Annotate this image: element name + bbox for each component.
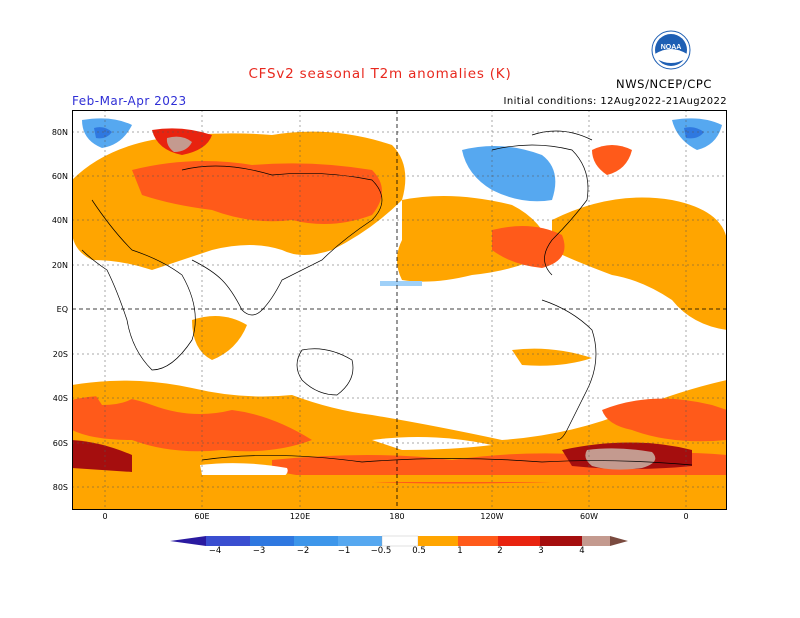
colorbar-label: 4 [579,546,585,556]
season-label: Feb-Mar-Apr 2023 [72,94,187,108]
lat-label: 80S [52,483,68,492]
lon-label: 60E [194,512,210,521]
lon-label: 120E [289,512,311,521]
lat-label: 60S [52,439,68,448]
lon-label: 120W [480,512,504,521]
lon-label: 0 [102,512,108,521]
anomaly-brown-south [585,448,656,470]
colorbar-label: 3 [538,546,544,556]
anomaly-blue-north [462,146,556,202]
agency-label: NWS/NCEP/CPC [616,77,713,91]
noaa-logo-icon: NOAA [651,30,691,70]
colorbar-label: −3 [252,546,266,556]
colorbar-label: −1 [337,546,351,556]
colorbar-label: 0.5 [412,546,426,556]
initial-conditions: Initial conditions: 12Aug2022-21Aug2022 [503,96,727,107]
gridlines [72,110,727,510]
colorbar-segment [418,536,458,546]
lat-label: 20N [51,261,68,270]
anomaly-darkred-south [72,440,132,472]
colorbar-segment [582,536,610,546]
colorbar-label: 1 [457,546,463,556]
coastlines [81,130,693,466]
anomaly-brown-north [166,136,192,152]
colorbar-segment [458,536,498,546]
anomaly-map [72,110,727,510]
colorbar-segment [381,535,419,547]
lon-label: 0 [683,512,689,521]
colorbar-label: −0.5 [370,546,392,556]
colorbar-segment [250,536,294,546]
colorbar-segment [540,536,582,546]
colorbar-segment [294,536,338,546]
logo-text: NOAA [661,44,682,51]
lat-label: 20S [52,350,68,359]
colorbar-segment [206,536,250,546]
lon-label: 60W [579,512,599,521]
colorbar-label: −4 [208,546,222,556]
lat-label: 40N [51,216,68,225]
colorbar-segment [610,536,628,546]
lat-label: 60N [51,172,68,181]
colorbar [170,535,628,547]
lon-label: 180 [389,512,405,521]
colorbar-segment [170,536,206,546]
lat-label: 40S [52,394,68,403]
colorbar-label: −2 [296,546,310,556]
colorbar-label: 2 [497,546,503,556]
lat-label: 80N [51,128,68,137]
colorbar-segment [498,536,540,546]
lat-label: EQ [56,305,68,314]
anomaly-red-north [132,161,382,224]
chart-title: CFSv2 seasonal T2m anomalies (K) [248,66,512,82]
colorbar-segment [338,536,382,546]
anomaly-red-south [72,396,312,452]
